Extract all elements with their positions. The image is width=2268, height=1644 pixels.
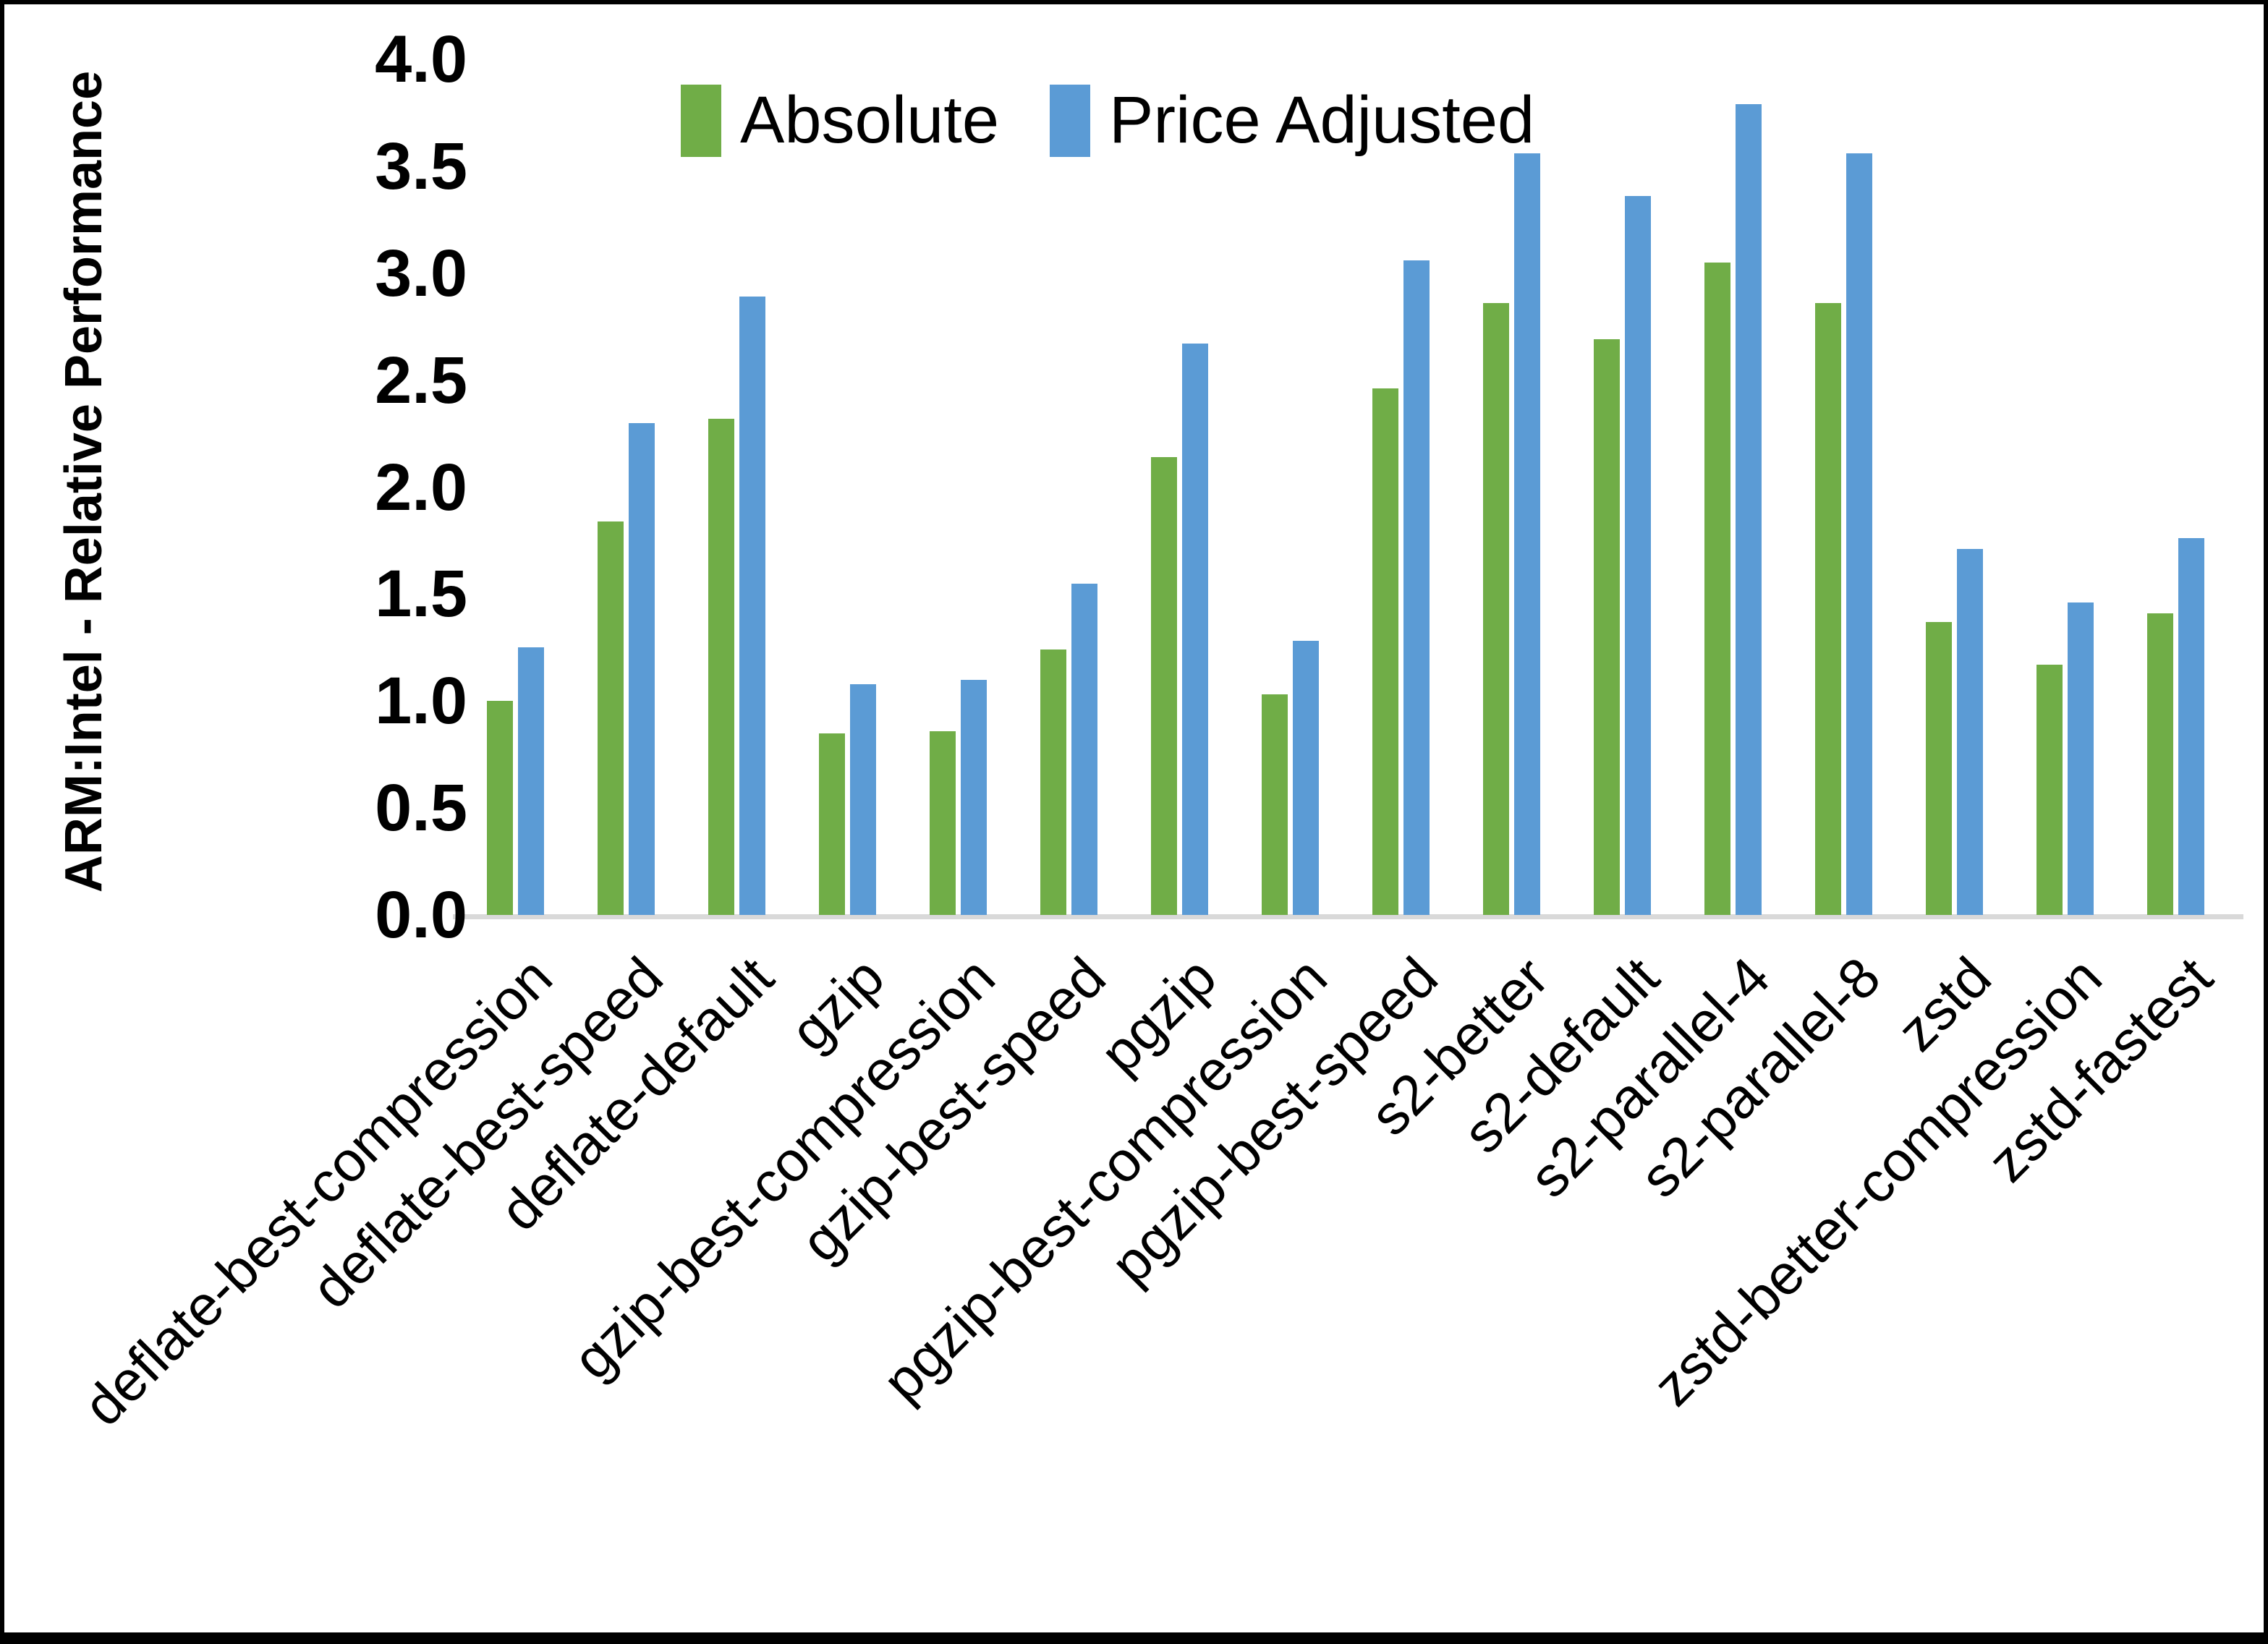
bar-zstd-better-compression-absolute <box>2036 664 2063 915</box>
y-tick-label: 1.0 <box>375 664 467 738</box>
bar-gzip-absolute <box>819 733 845 915</box>
absolute-series-swatch <box>681 84 721 157</box>
y-tick-label: 4.0 <box>375 22 467 96</box>
bar-deflate-best-speed-price-adjusted <box>629 422 655 915</box>
y-tick-label: 3.5 <box>375 129 467 203</box>
bar-deflate-best-speed-absolute <box>598 521 624 915</box>
bar-s2-parallel-4-price-adjusted <box>1736 104 1762 915</box>
plot-area: 0.0 0.5 1.0 1.5 2.0 2.5 3.0 3.5 4.0 deflate-best… <box>71 26 2243 1438</box>
price-adjusted-series-swatch <box>1050 84 1091 157</box>
bar-gzip-best-speed-absolute <box>1040 649 1066 915</box>
y-tick-label: 2.5 <box>375 343 467 417</box>
y-axis-title: ARM:Intel - Relative Performance <box>55 70 113 893</box>
legend-entry-price-adjusted: Price Adjusted <box>1050 82 1534 158</box>
bar-pgzip-best-compression-absolute <box>1262 694 1288 915</box>
y-tick-label: 2.0 <box>375 450 467 524</box>
bar-deflate-best-compression-price-adjusted <box>518 647 544 915</box>
legend: Absolute Price Adjusted <box>681 82 1534 158</box>
bar-pgzip-best-speed-price-adjusted <box>1403 260 1430 915</box>
bar-deflate-best-compression-absolute <box>487 701 513 915</box>
bar-gzip-best-compression-price-adjusted <box>961 679 987 915</box>
y-tick-label: 0.0 <box>375 878 467 952</box>
bar-pgzip-absolute <box>1151 457 1177 915</box>
bar-gzip-price-adjusted <box>850 683 876 915</box>
legend-label-price-adjusted: Price Adjusted <box>1109 83 1535 157</box>
bar-deflate-default-price-adjusted <box>739 297 765 915</box>
bar-s2-parallel-8-price-adjusted <box>1846 153 1872 915</box>
bar-s2-parallel-8-absolute <box>1815 303 1841 915</box>
bar-zstd-price-adjusted <box>1957 549 1983 915</box>
y-tick-label: 0.5 <box>375 771 467 846</box>
bar-gzip-best-compression-absolute <box>930 731 956 915</box>
bar-s2-parallel-4-absolute <box>1704 262 1730 915</box>
bar-s2-default-absolute <box>1594 339 1620 915</box>
y-tick-label: 1.5 <box>375 557 467 631</box>
x-axis-line <box>453 914 2243 919</box>
bar-zstd-absolute <box>1926 621 1952 915</box>
bar-zstd-better-compression-price-adjusted <box>2068 602 2094 915</box>
y-tick-label: 3.0 <box>375 236 467 310</box>
bar-s2-better-price-adjusted <box>1514 153 1540 915</box>
bar-pgzip-best-speed-absolute <box>1372 388 1398 915</box>
legend-entry-absolute: Absolute <box>681 82 999 158</box>
bar-gzip-best-speed-price-adjusted <box>1071 583 1097 915</box>
bar-pgzip-best-compression-price-adjusted <box>1293 641 1319 915</box>
bar-deflate-default-absolute <box>708 418 734 915</box>
bar-zstd-fastest-absolute <box>2147 613 2173 915</box>
legend-label-absolute: Absolute <box>740 83 1000 157</box>
bar-zstd-fastest-price-adjusted <box>2178 538 2204 915</box>
bar-s2-better-absolute <box>1483 303 1509 915</box>
bar-s2-default-price-adjusted <box>1625 196 1651 915</box>
bar-pgzip-price-adjusted <box>1182 344 1208 915</box>
